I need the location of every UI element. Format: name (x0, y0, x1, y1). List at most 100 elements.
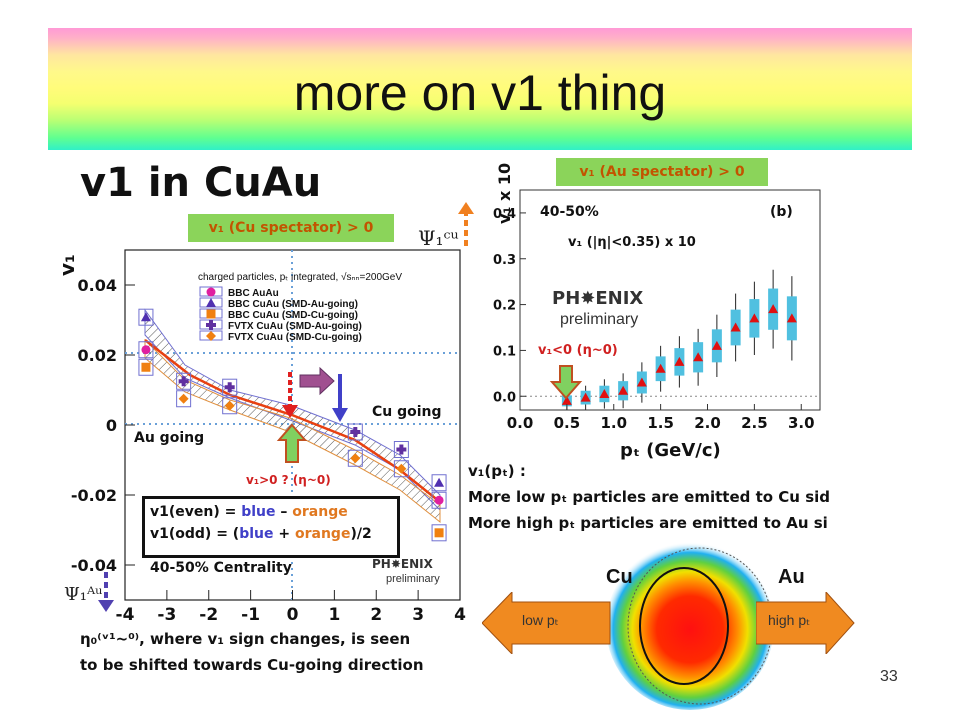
vpt-heading: v₁(pₜ) : (468, 462, 526, 480)
left-point (396, 463, 407, 474)
right-point (693, 352, 704, 362)
left-ytick-label: 0.02 (78, 346, 117, 365)
left-phenix-logo: PH✸ENIX (372, 557, 434, 571)
left-point (178, 376, 189, 387)
left-ytick-label: 0.04 (78, 276, 117, 295)
left-point (350, 453, 361, 464)
title-band (48, 28, 912, 150)
left-point (178, 393, 189, 404)
left-point (141, 345, 151, 355)
right-point (674, 356, 685, 366)
left-point-box (431, 524, 447, 542)
vpt-line3: More high pₜ particles are emitted to Au… (468, 514, 828, 532)
psi-cu-arrow (458, 202, 474, 246)
label-v1-negative: v₁<0 (η~0) (538, 343, 618, 358)
right-point (580, 392, 591, 402)
legend-item: FVTX CuAu (SMD-Cu-going) (228, 332, 362, 343)
left-xtick-label: 0 (287, 605, 299, 625)
red-arrow-head (282, 405, 298, 418)
right-xtick-label: 2.5 (741, 414, 768, 432)
formula-odd: v1(odd) = (blue + orange)/2 (150, 526, 372, 542)
right-point (786, 313, 797, 323)
formula-odd-blue: blue (239, 526, 274, 542)
slide-title: more on v1 thing (293, 65, 667, 121)
right-xlabel: pₜ (GeV/c) (620, 440, 721, 461)
left-point-box (222, 378, 238, 396)
left-v1-plot: charged particles, pₜ integrated, √sₙₙ=2… (55, 249, 466, 630)
formula-odd-lhs: v1(odd) = ( (150, 526, 240, 542)
legend-marker (206, 309, 216, 319)
left-point-box (222, 397, 238, 415)
label-centrality: 40-50% Centrality (150, 560, 292, 576)
label-au-going: Au going (134, 430, 204, 446)
left-point (350, 427, 361, 437)
right-eta-label: v₁ (|η|<0.35) x 10 (568, 235, 696, 250)
right-ytick-label: 0.4 (493, 207, 516, 222)
right-panel: (b) (770, 204, 793, 220)
right-phenix-sub: preliminary (560, 311, 638, 328)
right-point (561, 395, 572, 405)
left-point-box (347, 449, 363, 467)
right-xtick-label: 1.5 (647, 414, 674, 432)
blue-down-arrow-head (332, 408, 348, 422)
left-xtick-label: -1 (241, 605, 260, 625)
label-cu-going: Cu going (372, 404, 442, 420)
legend-marker (206, 287, 216, 297)
left-xtick-label: 2 (370, 605, 382, 625)
psi-au-label: Ψ₁ᴬᵘ (64, 584, 103, 605)
legend-item: BBC CuAu (SMD-Cu-going) (228, 310, 358, 321)
left-point (434, 528, 444, 538)
psi-au-arrow (98, 572, 114, 612)
left-point (434, 495, 444, 505)
right-xtick-label: 1.0 (600, 414, 627, 432)
left-point (224, 382, 235, 393)
right-v1-pt-plot: 0.4 0.3 0.2 0.1 0.0 0.0 0.5 1.0 1.5 2.0 2.5 3.0 v₁… (493, 163, 821, 461)
left-point-box (138, 308, 154, 326)
page-number: 33 (880, 668, 898, 685)
left-ytick-label: -0.04 (71, 556, 117, 575)
legend-item: FVTX CuAu (SMD-Au-going) (228, 321, 362, 332)
section-heading: v1 in CuAu (80, 160, 322, 206)
legend-title: charged particles, pₜ integrated, √sₙₙ=2… (198, 271, 402, 283)
left-point (140, 312, 151, 322)
right-ytick-label: 0.1 (493, 344, 516, 359)
legend-item: BBC CuAu (SMD-Au-going) (228, 299, 358, 310)
caption-line1: η₀⁽ᵛ¹~⁰⁾, where v₁ sign changes, is seen (80, 630, 411, 648)
right-xtick-label: 2.0 (694, 414, 721, 432)
right-xtick-label: 3.0 (788, 414, 815, 432)
left-xtick-label: -2 (199, 605, 218, 625)
right-point (768, 304, 779, 314)
label-cu-spectator: v₁ (Cu spectator) > 0 (188, 214, 394, 242)
formula-odd-tail: )/2 (350, 526, 372, 542)
right-point (711, 340, 722, 350)
formula-odd-orange: orange (294, 526, 351, 542)
left-point-box (176, 390, 192, 408)
left-ylabel: v₁ (55, 254, 79, 276)
left-point (434, 477, 445, 487)
right-point (599, 388, 610, 398)
formula-even-orange: orange (292, 504, 348, 520)
purple-right-arrow (299, 366, 335, 396)
right-ytick-label: 0.3 (493, 253, 516, 268)
right-point (618, 385, 629, 395)
right-ytick-label: 0.0 (493, 390, 516, 405)
legend-marker (206, 331, 216, 341)
left-xtick-label: -4 (116, 605, 135, 625)
left-point-box (347, 423, 363, 441)
left-point (396, 444, 407, 455)
heatmap-blob (606, 542, 774, 710)
left-point-box (431, 474, 447, 492)
left-point-box (393, 460, 409, 478)
collision-heatmap (606, 542, 774, 710)
left-phenix-sub: preliminary (386, 573, 440, 585)
formula-even: v1(even) = blue – orange (150, 504, 348, 520)
right-ytick-label: 0.2 (493, 299, 516, 314)
right-point (636, 377, 647, 387)
label-v1-positive: v₁>0 ? (η~0) (246, 473, 331, 487)
right-point (655, 363, 666, 373)
cu-nucleus-outline (639, 567, 729, 685)
low-pt-label: low pₜ (522, 612, 559, 628)
left-point-box (138, 341, 154, 359)
label-au-spectator: v₁ (Au spectator) > 0 (556, 158, 768, 186)
right-xtick-label: 0.0 (507, 414, 534, 432)
